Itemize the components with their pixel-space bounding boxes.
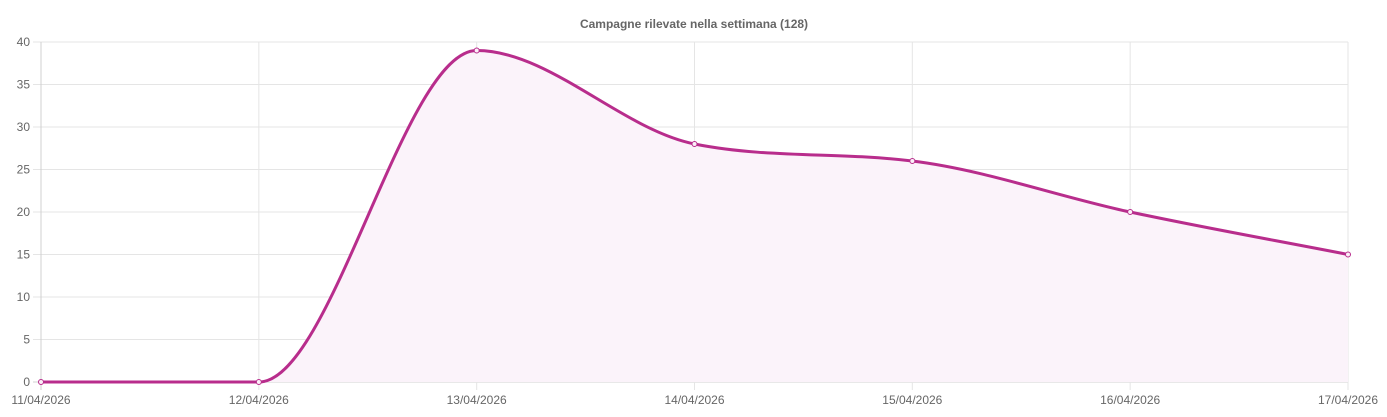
x-tick-label: 13/04/2026 xyxy=(447,393,507,407)
data-point[interactable] xyxy=(909,158,916,164)
y-tick-label: 40 xyxy=(17,35,31,49)
area-fill xyxy=(41,50,1348,382)
x-tick-label: 11/04/2026 xyxy=(11,393,70,407)
data-point[interactable] xyxy=(255,379,262,385)
x-tick-label: 16/04/2026 xyxy=(1100,393,1160,407)
x-tick-label: 12/04/2026 xyxy=(229,393,289,407)
y-tick-label: 0 xyxy=(23,375,30,389)
y-tick-label: 35 xyxy=(17,78,31,92)
data-point[interactable] xyxy=(1127,209,1134,215)
x-axis-ticks: 11/04/2026 12/04/2026 13/04/2026 14/04/2026… xyxy=(11,393,1378,407)
data-point[interactable] xyxy=(38,379,44,385)
x-tick-label: 17/04/2026 xyxy=(1318,393,1378,407)
y-tick-label: 5 xyxy=(23,333,30,347)
y-axis-ticks: 0 5 10 15 20 25 30 35 40 xyxy=(17,35,31,389)
data-point[interactable] xyxy=(473,47,480,54)
x-tick-label: 15/04/2026 xyxy=(882,393,942,407)
y-tick-label: 10 xyxy=(17,290,31,304)
data-point[interactable] xyxy=(691,141,698,147)
series-lines xyxy=(41,48,1349,384)
y-tick-label: 20 xyxy=(17,205,31,219)
data-point[interactable] xyxy=(1345,251,1351,258)
chart-title: Campagne rilevate nella settimana (128) xyxy=(580,17,808,31)
y-tick-label: 25 xyxy=(17,163,31,177)
y-tick-label: 30 xyxy=(17,120,31,134)
series-line xyxy=(41,48,1349,384)
x-tick-label: 14/04/2026 xyxy=(664,393,724,407)
series-area xyxy=(41,50,1348,382)
y-tick-label: 15 xyxy=(17,248,31,262)
data-points xyxy=(38,47,1351,385)
